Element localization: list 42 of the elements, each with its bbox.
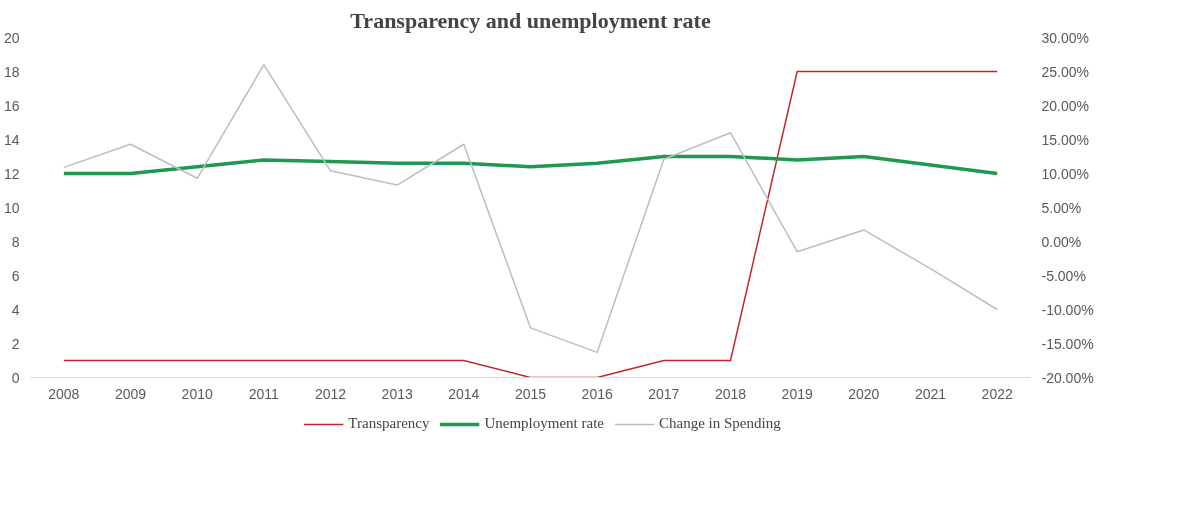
y2-tick-label: 5.00%: [1041, 199, 1082, 216]
y2-tick-label: 10.00%: [1041, 165, 1089, 182]
y-tick-label: 16: [3, 97, 20, 114]
legend-label: Unemployment rate: [484, 415, 604, 432]
x-tick-label: 2014: [448, 385, 480, 402]
y2-tick-label: -15.00%: [1041, 335, 1094, 352]
y2-tick-label: -5.00%: [1041, 267, 1086, 284]
x-tick-label: 2018: [714, 385, 747, 402]
x-tick-label: 2008: [48, 385, 80, 402]
y-tick-label: 20: [3, 29, 20, 46]
y-tick-label: 4: [11, 301, 20, 318]
y2-tick-label: 20.00%: [1041, 97, 1089, 114]
legend-label: Transparency: [348, 415, 430, 432]
y-tick-label: 10: [3, 199, 20, 216]
y2-tick-label: 15.00%: [1041, 131, 1089, 148]
y2-tick-label: -20.00%: [1041, 369, 1094, 386]
x-tick-label: 2010: [181, 385, 213, 402]
x-tick-label: 2013: [381, 385, 413, 402]
y2-tick-label: 30.00%: [1041, 29, 1089, 46]
y-tick-label: 8: [11, 233, 20, 250]
x-tick-label: 2019: [781, 385, 813, 402]
legend-label: Change in Spending: [658, 415, 781, 432]
y2-tick-label: 25.00%: [1041, 63, 1089, 80]
y2-tick-label: 0.00%: [1041, 233, 1082, 250]
y-tick-label: 12: [3, 165, 20, 182]
x-tick-label: 2022: [981, 385, 1013, 402]
x-tick-label: 2015: [514, 385, 547, 402]
y-tick-label: 18: [3, 63, 20, 80]
y-tick-label: 2: [11, 335, 20, 352]
x-tick-label: 2021: [914, 385, 947, 402]
x-tick-label: 2012: [314, 385, 347, 402]
x-tick-label: 2017: [648, 385, 680, 402]
chart-title: Transparency and unemployment rate: [350, 7, 711, 33]
y2-tick-label: -10.00%: [1041, 301, 1094, 318]
y-tick-label: 6: [11, 267, 20, 284]
y-tick-label: 14: [3, 131, 20, 148]
x-tick-label: 2016: [581, 385, 613, 402]
line-series: [62, 154, 999, 176]
y-tick-label: 0: [11, 369, 20, 386]
x-tick-label: 2009: [114, 385, 147, 402]
x-tick-label: 2011: [248, 385, 280, 402]
x-tick-label: 2020: [848, 385, 880, 402]
